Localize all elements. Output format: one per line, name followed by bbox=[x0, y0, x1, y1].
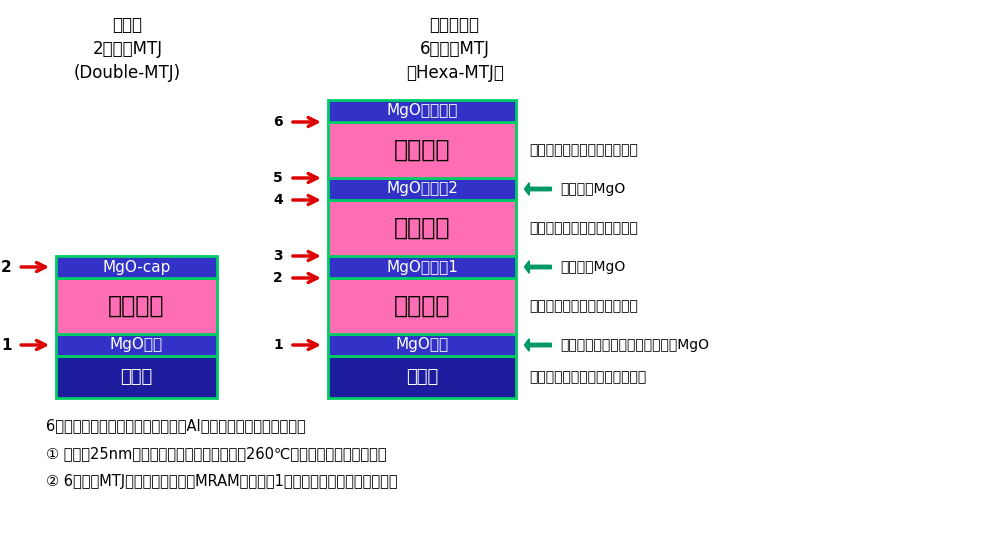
Text: MgOキャップ: MgOキャップ bbox=[386, 103, 458, 118]
Text: 6重界面MTJ: 6重界面MTJ bbox=[419, 40, 490, 58]
Bar bbox=[328, 356, 516, 398]
Bar bbox=[56, 356, 217, 398]
Text: 界面垂直型: 界面垂直型 bbox=[429, 16, 480, 34]
Bar bbox=[328, 200, 516, 256]
Text: 従来型: 従来型 bbox=[113, 16, 142, 34]
Text: 超低抵抗MgO: 超低抵抗MgO bbox=[560, 182, 626, 196]
Text: 記録層１: 記録層１ bbox=[108, 294, 164, 318]
Text: 新記録材料（高温でも安定）: 新記録材料（高温でも安定） bbox=[529, 143, 638, 157]
Text: MgO中間層2: MgO中間層2 bbox=[386, 181, 458, 196]
Bar bbox=[328, 100, 516, 122]
Text: (Double-MTJ): (Double-MTJ) bbox=[74, 64, 181, 82]
Text: 6: 6 bbox=[273, 115, 283, 129]
Text: 1: 1 bbox=[1, 337, 11, 353]
Text: MgO中間層1: MgO中間層1 bbox=[386, 260, 458, 275]
Text: 記録層２: 記録層２ bbox=[394, 216, 451, 240]
Text: 3: 3 bbox=[273, 249, 283, 263]
Text: （Hexa-MTJ）: （Hexa-MTJ） bbox=[406, 64, 504, 82]
Bar bbox=[328, 178, 516, 200]
Text: 新記録材料（高温でも安定）: 新記録材料（高温でも安定） bbox=[529, 221, 638, 235]
Bar bbox=[56, 334, 217, 356]
Text: MgO障壁: MgO障壁 bbox=[395, 337, 449, 353]
Text: 2: 2 bbox=[273, 271, 283, 285]
Bar bbox=[328, 334, 516, 356]
Text: 新参照層構造（高温でも安定）: 新参照層構造（高温でも安定） bbox=[529, 370, 646, 384]
Text: ② 6重界面MTJでマイコン用途のMRAMに必要な1千万回の書き換え耐性を達成: ② 6重界面MTJでマイコン用途のMRAMに必要な1千万回の書き換え耐性を達成 bbox=[46, 474, 398, 489]
Text: ① 極微細25nm素子でチップ組み立て工程の260℃のはんだ付け工程に適合: ① 極微細25nm素子でチップ組み立て工程の260℃のはんだ付け工程に適合 bbox=[46, 446, 387, 461]
Text: 参照層: 参照層 bbox=[406, 368, 438, 386]
Bar bbox=[328, 256, 516, 278]
Bar bbox=[328, 122, 516, 178]
Text: 参照層: 参照層 bbox=[120, 368, 152, 386]
Text: 記録層１: 記録層１ bbox=[394, 294, 451, 318]
Text: 4: 4 bbox=[273, 193, 283, 207]
Text: 超低抵抗MgO: 超低抵抗MgO bbox=[560, 260, 626, 274]
Bar bbox=[328, 278, 516, 334]
Text: 1: 1 bbox=[273, 338, 283, 352]
Text: 記録層３: 記録層３ bbox=[394, 138, 451, 162]
Text: MgO障壁: MgO障壁 bbox=[110, 337, 163, 353]
Bar bbox=[56, 256, 217, 278]
Text: 低抵抗＆高トンネル磁気抵抗比MgO: 低抵抗＆高トンネル磁気抵抗比MgO bbox=[560, 338, 710, 352]
Text: 5: 5 bbox=[273, 171, 283, 185]
Text: MgO-cap: MgO-cap bbox=[102, 260, 170, 275]
Bar bbox=[56, 278, 217, 334]
Text: 2重界面MTJ: 2重界面MTJ bbox=[93, 40, 162, 58]
Text: 6重界面技術を用いた高性能高密度AIマイコンのブレークスルー: 6重界面技術を用いた高性能高密度AIマイコンのブレークスルー bbox=[46, 418, 305, 433]
Text: 2: 2 bbox=[1, 260, 11, 275]
Text: 新記録材料（高温でも安定）: 新記録材料（高温でも安定） bbox=[529, 299, 638, 313]
